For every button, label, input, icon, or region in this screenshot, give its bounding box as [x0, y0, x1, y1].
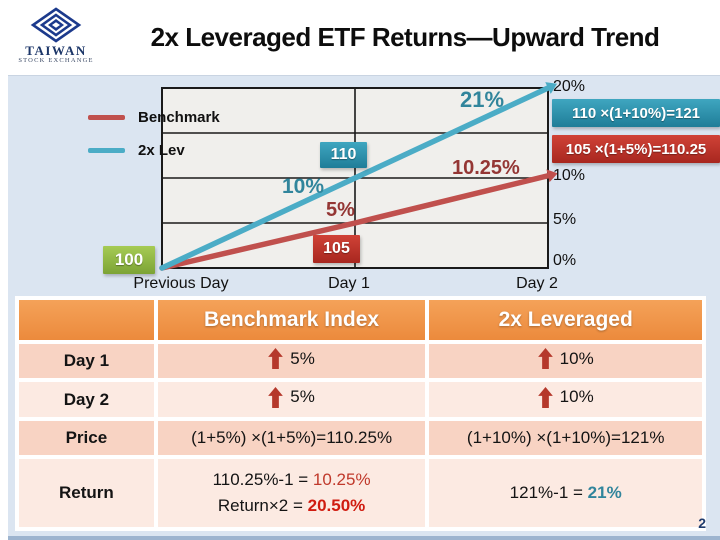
day1-benchmark-value: 5% [290, 348, 315, 368]
return-benchmark-line2-value: 20.50% [307, 496, 366, 515]
day2-leveraged-cell: 10% [429, 382, 702, 417]
table-header-2x-leveraged: 2x Leveraged [429, 300, 702, 340]
tse-logo: TAIWAN STOCK EXCHANGE [14, 6, 98, 65]
day2-benchmark-value: 5% [290, 387, 315, 406]
table-row-return: Return 110.25%-1 = 10.25% Return×2 = 20.… [19, 459, 702, 527]
up-arrow-icon [268, 348, 284, 369]
logo-subtext: STOCK EXCHANGE [18, 57, 94, 64]
title-bar: TAIWAN STOCK EXCHANGE 2x Leveraged ETF R… [0, 0, 720, 75]
return-benchmark-line1-text: 110.25%-1 = [212, 470, 313, 489]
returns-table: Benchmark Index 2x Leveraged Day 1 5% 10… [15, 296, 706, 531]
leveraged-callout: 110 ×(1+10%)=121 [552, 99, 720, 127]
table-row-price: Price (1+5%) ×(1+5%)=110.25% (1+10%) ×(1… [19, 421, 702, 455]
legend-item-benchmark: Benchmark [88, 107, 220, 127]
up-arrow-icon [268, 386, 284, 408]
y-axis-label-0: 0% [553, 252, 577, 269]
leveraged-day2-pct-label: 21% [460, 87, 505, 112]
return-leveraged-text: 121%-1 = [509, 483, 588, 502]
return-leveraged-value: 21% [587, 483, 622, 502]
table-header-row: Benchmark Index 2x Leveraged [19, 300, 702, 340]
benchmark-line-swatch [88, 114, 125, 120]
return-benchmark-line1-value: 10.25% [312, 470, 371, 489]
benchmark-day1-value-box: 105 [313, 235, 360, 263]
benchmark-callout: 105 ×(1+5%)=110.25 [552, 135, 720, 163]
legend-label-2x-lev: 2x Lev [138, 141, 185, 159]
page-number: 2 [698, 515, 706, 531]
price-benchmark-formula: (1+5%) ×(1+5%)=110.25% [157, 421, 426, 455]
chart-legend: Benchmark 2x Lev [88, 107, 220, 160]
table-row-day1: Day 1 5% 10% [19, 344, 702, 378]
up-arrow-icon [537, 386, 553, 408]
row-label-day1: Day 1 [19, 344, 154, 378]
price-leveraged-formula: (1+10%) ×(1+10%)=121% [429, 421, 702, 455]
day1-leveraged-value: 10% [559, 348, 594, 368]
x-axis-label-day2: Day 2 [516, 275, 558, 292]
leveraged-line-swatch [88, 147, 125, 153]
tse-logo-icon [30, 7, 82, 43]
legend-label-benchmark: Benchmark [138, 108, 220, 126]
return-benchmark-line2-text: Return×2 = [217, 496, 308, 515]
day2-benchmark-cell: 5% [157, 382, 426, 417]
trend-chart: Benchmark 2x Lev 100 110 105 10% 5% 21% … [0, 75, 720, 296]
leveraged-day1-pct-label: 10% [282, 175, 325, 198]
day2-leveraged-value: 10% [559, 387, 594, 406]
table-row-day2: Day 2 5% 10% [19, 382, 702, 417]
return-benchmark-cell: 110.25%-1 = 10.25% Return×2 = 20.50% [157, 459, 426, 527]
y-axis-label-20: 20% [553, 78, 586, 95]
page-title: 2x Leveraged ETF Returns—Upward Trend [150, 22, 660, 52]
leveraged-day1-value-box: 110 [320, 142, 367, 168]
x-axis-label-day1: Day 1 [328, 275, 370, 292]
table-header-empty [19, 300, 154, 340]
up-arrow-icon [537, 348, 553, 369]
return-leveraged-cell: 121%-1 = 21% [429, 459, 702, 527]
x-axis-label-previous-day: Previous Day [133, 275, 229, 292]
start-value-box: 100 [103, 246, 155, 274]
table-header-benchmark-index: Benchmark Index [157, 300, 426, 340]
y-axis-label-5: 5% [553, 211, 577, 228]
day1-leveraged-cell: 10% [429, 344, 702, 378]
y-axis-label-10: 10% [553, 167, 586, 184]
row-label-day2: Day 2 [19, 382, 154, 417]
logo-text: TAIWAN [25, 43, 87, 58]
benchmark-day1-pct-label: 5% [326, 199, 355, 221]
row-label-price: Price [19, 421, 154, 455]
legend-item-2x-lev: 2x Lev [88, 140, 220, 160]
row-label-return: Return [19, 459, 154, 527]
day1-benchmark-cell: 5% [157, 344, 426, 378]
benchmark-day2-pct-label: 10.25% [452, 157, 520, 179]
